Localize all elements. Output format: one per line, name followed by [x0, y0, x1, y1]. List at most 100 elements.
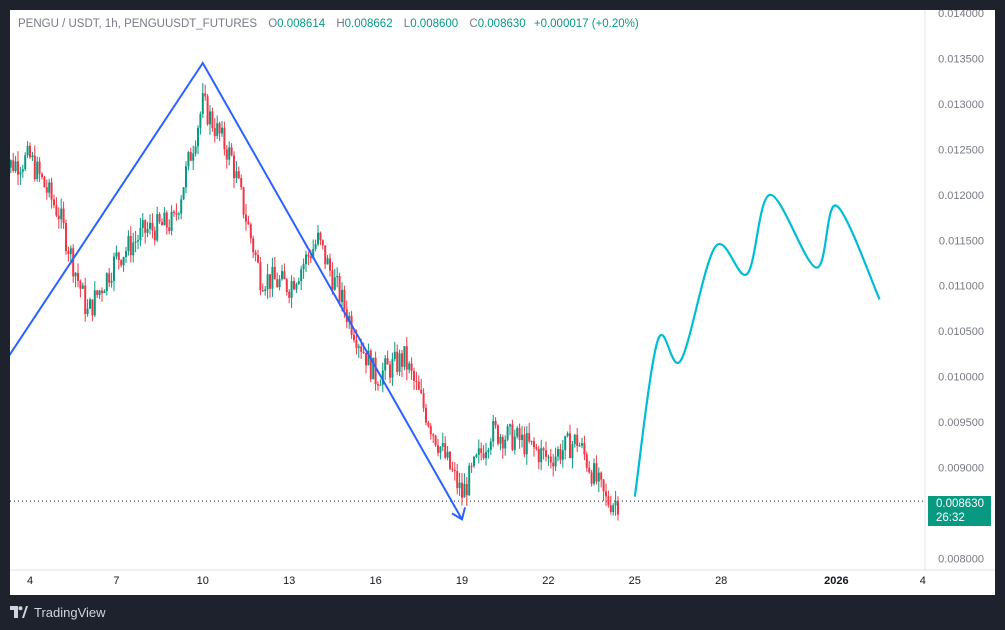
candle-body — [180, 199, 183, 214]
candle-body — [312, 248, 315, 259]
candle-body — [314, 244, 317, 249]
x-tick-label: 13 — [283, 575, 295, 587]
candle-body — [588, 467, 591, 473]
candle-body — [93, 290, 96, 316]
candle-body — [357, 346, 360, 348]
candle-body — [86, 308, 89, 315]
candle-body — [216, 123, 219, 136]
candle-body — [329, 258, 331, 271]
legend-close-label: C — [469, 18, 478, 30]
candle-body — [113, 256, 115, 281]
candle-body — [506, 426, 509, 440]
candle-body — [444, 443, 447, 458]
footer: TradingView — [10, 603, 106, 621]
candle-body — [360, 346, 363, 352]
candle-body — [173, 211, 175, 214]
candle-body — [569, 433, 571, 459]
candle-body — [617, 500, 619, 515]
candle-body — [249, 224, 252, 239]
candle-body — [36, 161, 39, 180]
candle-body — [451, 468, 454, 470]
candle-body — [115, 252, 118, 257]
candle-body — [578, 445, 581, 447]
candle-body — [449, 451, 451, 469]
candle-body — [566, 433, 569, 437]
candle-body — [96, 290, 99, 295]
candle-body — [410, 363, 413, 372]
candle-body — [122, 256, 125, 266]
candle-body — [91, 299, 94, 316]
chart-legend: PENGU / USDT, 1h, PENGUUSDT_FUTURES O0.0… — [18, 18, 639, 30]
candle-body — [81, 285, 84, 289]
candle-body — [84, 285, 87, 315]
candle-body — [69, 248, 72, 255]
candle-body — [355, 340, 358, 348]
candle-body — [271, 266, 274, 289]
candle-body — [156, 214, 159, 241]
candle-body — [535, 447, 538, 449]
candle-body — [530, 440, 533, 442]
candle-body — [571, 444, 574, 459]
candle-body — [228, 147, 231, 160]
candle-body — [417, 381, 420, 390]
candle-body — [161, 221, 163, 226]
tradingview-brand[interactable]: TradingView — [34, 604, 106, 620]
candle-body — [401, 353, 403, 367]
candle-body — [516, 428, 519, 437]
legend-close-value: 0.008630 — [477, 18, 526, 30]
candle-body — [43, 177, 46, 188]
chart-canvas[interactable]: 0.014000 0.013500 0.013000 0.012500 0.012000… — [10, 10, 995, 595]
candle-body — [446, 451, 449, 458]
x-tick-label: 22 — [542, 575, 554, 587]
candle-body — [326, 258, 329, 265]
candle-body — [257, 255, 259, 263]
candle-body — [33, 155, 36, 180]
candle-body — [165, 212, 168, 228]
candle-body — [583, 443, 586, 455]
legend-open-label: O — [268, 18, 278, 30]
candle-body — [576, 434, 579, 447]
candle-body — [237, 171, 240, 179]
candle-body — [528, 433, 531, 442]
candle-body — [477, 448, 480, 455]
candle-body — [197, 127, 199, 147]
y-tick-label: 0.010500 — [938, 326, 984, 338]
candle-body — [597, 472, 600, 482]
legend-high-value: 0.008662 — [344, 18, 393, 30]
y-tick-label: 0.010000 — [938, 372, 984, 384]
candle-body — [101, 290, 103, 294]
chart-frame[interactable]: 0.014000 0.013500 0.013000 0.012500 0.012000… — [10, 10, 995, 595]
candle-body — [12, 160, 15, 171]
candle-body — [499, 436, 502, 444]
candle-body — [487, 450, 490, 452]
candle-body — [302, 264, 305, 270]
candle-body — [547, 456, 550, 458]
y-tick-label: 0.012500 — [938, 144, 984, 156]
candle-body — [341, 289, 343, 303]
candle-body — [125, 251, 127, 257]
candle-body — [194, 146, 197, 154]
candle-body — [405, 346, 408, 370]
candle-body — [353, 334, 355, 341]
candle-body — [504, 439, 507, 449]
candle-body — [218, 123, 221, 134]
candle-body — [103, 291, 106, 294]
pattern-arrow-head — [451, 507, 466, 521]
candle-body — [501, 436, 504, 449]
candle-body — [317, 232, 319, 245]
candle-body — [602, 479, 605, 492]
candle-body — [434, 435, 437, 446]
candle-body — [247, 221, 250, 225]
candle-body — [288, 291, 291, 298]
candle-body — [278, 279, 281, 288]
candle-body — [139, 227, 142, 241]
candle-body — [456, 471, 459, 489]
candle-body — [199, 113, 202, 128]
candle-body — [225, 149, 228, 160]
candle-body — [230, 147, 233, 156]
candle-body — [600, 472, 603, 480]
candle-body — [415, 381, 418, 383]
x-tick-label: 4 — [920, 575, 926, 587]
candle-body — [89, 299, 91, 309]
candle-body — [494, 420, 497, 426]
